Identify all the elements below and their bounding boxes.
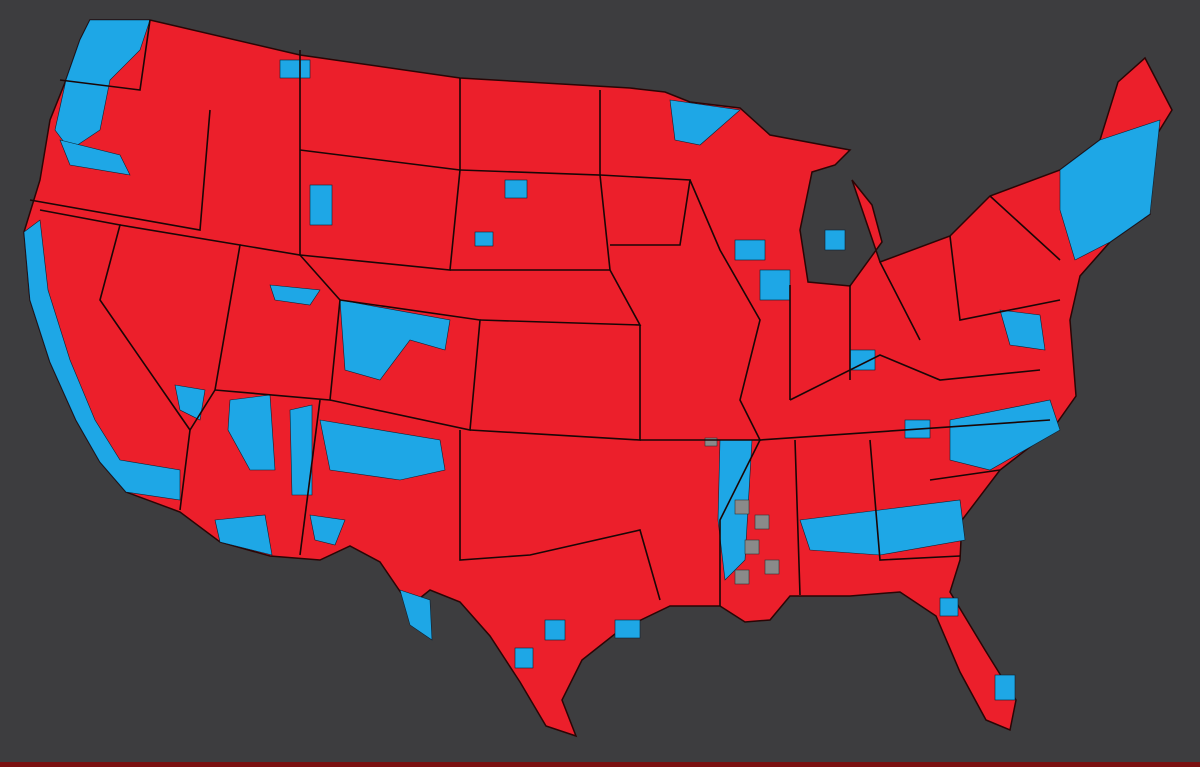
county-blue — [614, 619, 641, 639]
state-border — [794, 439, 961, 596]
state-border — [929, 469, 1001, 481]
state-border — [329, 299, 481, 431]
state-border — [29, 109, 211, 231]
state-border — [789, 261, 921, 400]
county-blue — [544, 619, 566, 641]
state-border — [759, 419, 1051, 441]
county-blue — [514, 647, 534, 669]
arizona-blue-1 — [227, 394, 276, 471]
county-gray — [704, 437, 718, 447]
west-coast-blue — [23, 219, 181, 501]
utah-blue — [269, 284, 321, 306]
state-borders — [29, 19, 1061, 606]
state-border — [459, 430, 661, 601]
county-gray — [744, 539, 760, 555]
state-border — [640, 179, 762, 441]
county-gray — [734, 499, 750, 515]
gray-counties — [704, 437, 780, 585]
state-border — [299, 399, 321, 556]
mid-atlantic-blue — [999, 309, 1046, 351]
state-border — [119, 224, 241, 431]
county-blue — [504, 179, 528, 199]
county-blue — [824, 229, 846, 251]
county-gray — [754, 514, 770, 530]
county-gray — [764, 559, 780, 575]
county-blue — [474, 231, 494, 247]
county-blue — [734, 239, 766, 261]
oregon-blue — [59, 139, 131, 176]
minnesota-blue — [669, 99, 741, 146]
state-border — [214, 254, 341, 401]
state-border — [789, 354, 1041, 401]
texas-border-blue — [399, 589, 433, 641]
black-belt-blue — [799, 499, 966, 556]
county-gray — [734, 569, 750, 585]
bottom-border — [0, 762, 1200, 767]
az-south-blue — [214, 514, 273, 556]
arizona-blue-2 — [289, 404, 313, 496]
state-border — [599, 174, 691, 246]
county-blue — [279, 59, 311, 79]
colorado-blue — [339, 299, 451, 381]
county-blue — [309, 184, 333, 226]
county-blue — [759, 269, 791, 301]
new-england-blue — [1059, 119, 1161, 261]
county-blue — [994, 674, 1016, 701]
state-border — [59, 19, 151, 91]
state-border — [949, 195, 1061, 321]
nm-blue — [319, 419, 446, 481]
state-border — [39, 209, 191, 511]
nm-south-blue — [309, 514, 346, 546]
county-blue — [939, 597, 959, 617]
state-border — [719, 439, 761, 606]
carolina-blue — [949, 399, 1061, 471]
blue-counties — [23, 19, 1161, 701]
nevada-blue — [174, 384, 206, 421]
